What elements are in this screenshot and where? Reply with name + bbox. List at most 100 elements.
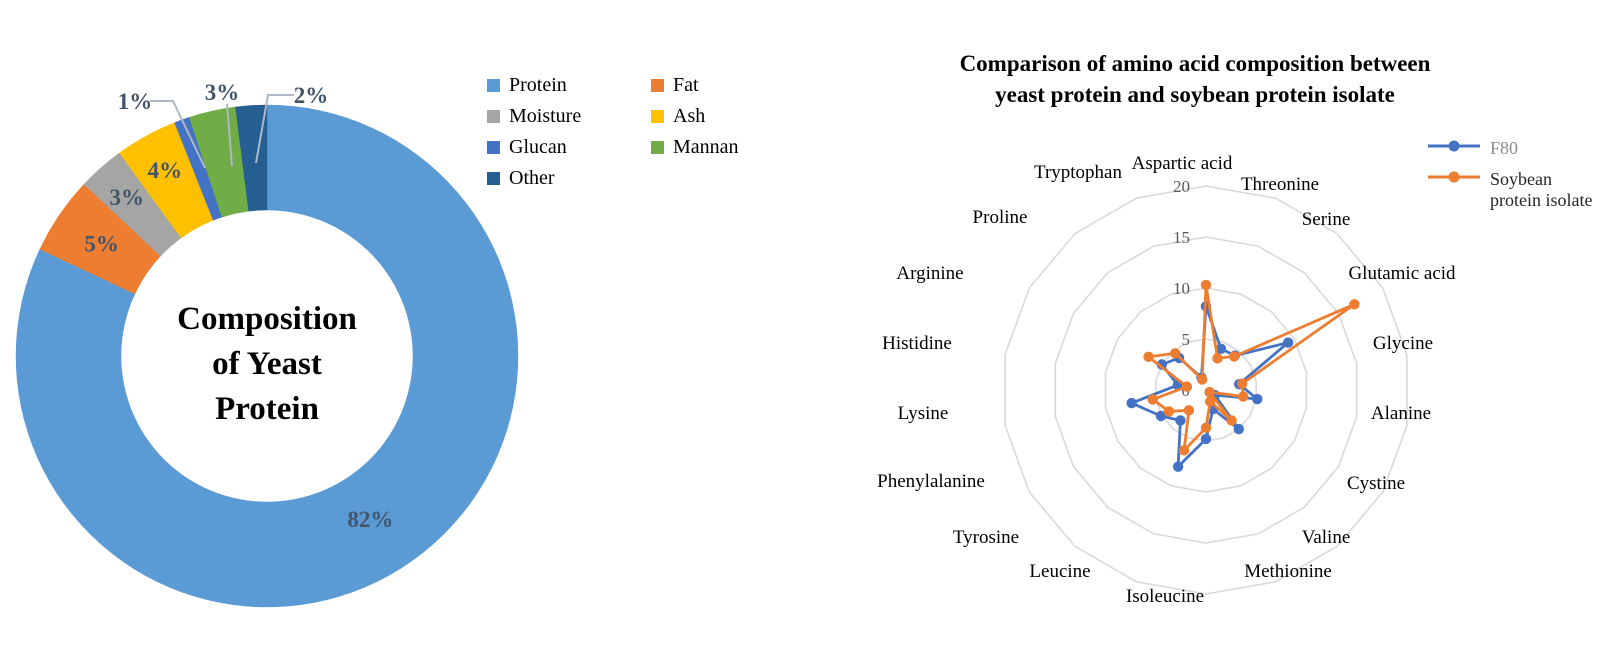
radar-title-line-1: Comparison of amino acid composition bet… [959,51,1431,76]
radar-data-point-soybean-protein-isolate-glycine [1236,378,1248,389]
radar-data-point-f80-threonine [1215,343,1227,354]
radar-axis-label-cystine: Cystine [1347,473,1405,494]
radar-grid-ring-10 [1104,287,1308,493]
pie-percent-label-mannan: 3% [205,80,240,105]
radar-tick-label-20: 20 [1173,177,1190,196]
pie-percent-label-other: 2% [294,83,329,108]
radar-axis-label-alanine: Alanine [1371,403,1431,424]
fat-swatch-icon [651,79,664,92]
radar-data-point-soybean-protein-isolate-methionine [1204,396,1216,407]
radar-data-point-f80-isoleucine [1200,433,1212,445]
legend-label: Other [509,167,555,189]
mannan-swatch-icon [651,141,664,154]
radar-data-point-soybean-protein-isolate-histidine [1181,381,1193,392]
pie-center-title: Composition of Yeast Protein [117,297,417,432]
legend-label: Ash [673,105,706,127]
legend-item-protein: Protein [487,70,581,101]
radar-axis-label-arginine: Arginine [896,263,963,284]
radar-data-point-soybean-protein-isolate-tyrosine [1183,405,1195,416]
f80-line-marker-icon [1428,140,1480,152]
radar-data-point-soybean-protein-isolate-valine [1226,415,1237,426]
radar-axis-label-tryptophan: Tryptophan [1034,162,1122,183]
pie-label-leader-line [255,94,294,164]
ash-swatch-icon [651,110,664,123]
radar-axis-label-lysine: Lysine [898,403,949,424]
radar-data-point-f80-leucine [1172,461,1184,472]
radar-axis-label-valine: Valine [1302,527,1351,548]
amino-acid-radar-chart: 05101520Aspartic acidThreonineSerineGlut… [877,153,1456,607]
radar-data-point-soybean-protein-isolate-tryptophan [1196,374,1208,385]
radar-axis-label-aspartic-acid: Aspartic acid [1132,153,1233,174]
radar-axis-label-tyrosine: Tyrosine [953,527,1019,548]
radar-axis-label-glycine: Glycine [1373,333,1433,354]
radar-axis-label-serine: Serine [1302,209,1351,230]
radar-data-point-soybean-protein-isolate-glutamic-acid [1349,299,1360,310]
radar-data-point-soybean-protein-isolate-cystine [1204,386,1215,398]
legend-label: Glucan [509,136,567,158]
radar-data-point-f80-arginine [1156,359,1168,370]
radar-chart-title: Comparison of amino acid composition bet… [810,48,1580,110]
pie-title-line-3: Protein [215,391,319,427]
moisture-swatch-icon [487,110,500,123]
pie-percent-label-protein: 82% [347,507,393,532]
f80-legend-label: F80 [1490,138,1519,158]
radar-axis-label-threonine: Threonine [1241,174,1319,195]
radar-data-point-f80-lysine [1126,397,1137,409]
legend-label: Protein [509,74,567,96]
legend-label: Moisture [509,105,582,127]
legend-item-moisture: Moisture [487,101,581,132]
protein-swatch-icon [487,79,500,92]
legend-label: Fat [673,74,699,96]
radar-axis-label-phenylalanine: Phenylalanine [877,471,985,492]
pie-label-leader-line [226,103,233,167]
radar-data-point-f80-alanine [1252,393,1263,405]
radar-data-point-f80-tyrosine [1175,415,1186,426]
radar-data-point-soybean-protein-isolate-isoleucine [1200,422,1212,433]
legend-item-glucan: Glucan [487,132,581,163]
legend-item-other: Other [487,163,581,194]
pie-percent-label-glucan: 1% [118,89,153,114]
other-swatch-icon [487,172,500,185]
pie-title-line-2: of Yeast [212,346,322,382]
pie-title-line-1: Composition [177,301,357,337]
legend-item-ash: Ash [651,101,739,132]
legend-item-fat: Fat [651,70,739,101]
radar-data-point-soybean-protein-isolate-alanine [1237,391,1249,402]
pie-percent-label-fat: 5% [84,232,119,257]
radar-grid-ring-20 [1004,185,1408,595]
radar-grid-ring-15 [1054,236,1358,544]
radar-title-line-2: yeast protein and soybean protein isolat… [995,82,1395,107]
radar-data-point-f80-glutamic-acid [1282,337,1294,348]
radar-axis-label-glutamic-acid: Glutamic acid [1348,263,1456,284]
radar-data-point-soybean-protein-isolate-lysine [1147,394,1158,405]
radar-data-point-f80-valine [1233,423,1244,435]
radar-data-point-soybean-protein-isolate-arginine [1143,351,1154,363]
pie-legend-column-2: Fat Ash Mannan [651,70,739,163]
radar-data-point-soybean-protein-isolate-serine [1228,351,1240,362]
pie-legend-column-1: Protein Moisture Glucan Other [487,70,581,194]
radar-axis-label-methionine: Methionine [1244,561,1332,582]
soybean-legend-label: Soybean protein isolate [1490,169,1593,210]
pie-slice-protein [15,104,519,608]
glucan-swatch-icon [487,141,500,154]
radar-axis-label-leucine: Leucine [1029,561,1090,582]
donut-chart-panel: 82% 5% 3% 4% 1% 3% 2% Composition of Yeast Pro… [15,70,739,608]
radar-axis-label-proline: Proline [973,207,1028,228]
legend-item-soybean: Soybean protein isolate [1428,169,1592,211]
radar-tick-label-5: 5 [1182,330,1191,349]
radar-axis-label-isoleucine: Isoleucine [1126,586,1204,607]
radar-data-point-soybean-protein-isolate-threonine [1212,353,1223,364]
radar-axis-label-histidine: Histidine [882,333,952,354]
radar-chart-panel: Comparison of amino acid composition bet… [810,0,1620,647]
radar-tick-label-10: 10 [1173,279,1190,298]
radar-tick-label-15: 15 [1173,228,1190,247]
pie-percent-label-ash: 4% [148,158,183,183]
pie-label-leader-line [150,100,206,169]
legend-item-f80: F80 [1428,138,1518,159]
yeast-composition-donut-chart: 82%5%3%4%1% 3% 2% [15,80,519,608]
pie-slice-other [235,104,268,212]
pie-percent-label-moisture: 3% [110,185,145,210]
legend-item-mannan: Mannan [651,132,739,163]
radar-data-point-soybean-protein-isolate-proline [1169,348,1181,359]
